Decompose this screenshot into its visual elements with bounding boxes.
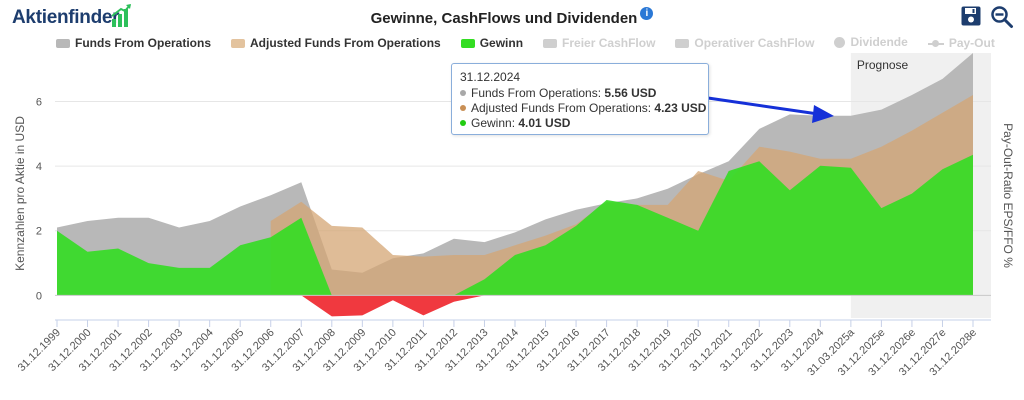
legend-item-operativer-cashflow[interactable]: Operativer CashFlow [675, 36, 814, 50]
logo-text[interactable]: Aktienfinder [12, 7, 120, 28]
legend-line-dot-icon [927, 39, 944, 48]
legend-item-pay-out[interactable]: Pay-Out [927, 36, 995, 50]
legend-circle-icon [834, 36, 846, 48]
tooltip-ffo-dot-icon [460, 90, 466, 96]
legend-label: Adjusted Funds From Operations [250, 36, 441, 50]
tooltip-row-gewinn: Gewinn: 4.01 USD [460, 116, 570, 130]
tooltip-gewinn-dot-icon [460, 120, 466, 126]
legend: Funds From Operations Adjusted Funds From… [56, 35, 1015, 51]
y-tick-label: 6 [36, 96, 42, 108]
y-tick-label: 4 [36, 161, 42, 173]
legend-swatch-icon [675, 38, 690, 48]
y-tick-label: 0 [36, 290, 42, 302]
legend-label: Dividende [850, 35, 908, 49]
tooltip-date: 31.12.2024 [460, 70, 521, 84]
tooltip: 31.12.2024 Funds From Operations: 5.56 U… [451, 63, 709, 135]
zoom-out-icon[interactable] [990, 5, 1014, 29]
legend-swatch-icon [231, 38, 246, 48]
tooltip-row-affo: Adjusted Funds From Operations: 4.23 USD [460, 101, 706, 115]
forecast-label: Prognose [857, 58, 909, 72]
y2-axis-title: Pay-Out-Ratio EPS/FFO % [1001, 123, 1015, 268]
annotation-arrow-line [707, 96, 819, 116]
legend-item-gewinn[interactable]: Gewinn [460, 36, 524, 50]
legend-label: Funds From Operations [75, 36, 212, 50]
legend-label: Pay-Out [948, 36, 995, 50]
legend-item-adjusted-funds-from-operations[interactable]: Adjusted Funds From Operations [231, 36, 441, 50]
annotation-arrow-head [812, 105, 834, 123]
tooltip-gewinn-label: Gewinn: [471, 116, 519, 130]
legend-label: Freier CashFlow [562, 36, 656, 50]
legend-swatch-icon [460, 38, 475, 48]
series-area-gewinn [57, 154, 973, 296]
legend-item-funds-from-operations[interactable]: Funds From Operations [56, 36, 211, 50]
legend-item-freier-cashflow[interactable]: Freier CashFlow [543, 36, 655, 50]
y-tick-label: 2 [36, 226, 42, 238]
tooltip-ffo-label: Funds From Operations: [471, 86, 605, 100]
legend-item-dividende[interactable]: Dividende [834, 35, 908, 49]
legend-label: Operativer CashFlow [694, 36, 815, 50]
tooltip-gewinn-value: 4.01 USD [518, 116, 571, 130]
y-axis-title: Kennzahlen pro Aktie in USD [13, 116, 27, 271]
legend-label: Gewinn [479, 36, 524, 50]
info-icon[interactable]: i [640, 7, 654, 20]
tooltip-affo-dot-icon [460, 105, 466, 111]
legend-swatch-icon [56, 38, 70, 48]
tooltip-affo-label: Adjusted Funds From Operations: [471, 101, 655, 115]
save-icon[interactable] [960, 5, 982, 27]
tooltip-ffo-value: 5.56 USD [604, 86, 657, 100]
legend-swatch-icon [543, 38, 558, 48]
series-area-gewinn-negative [57, 295, 973, 317]
tooltip-affo-value: 4.23 USD [654, 101, 707, 115]
logo-chart-icon [111, 4, 131, 27]
tooltip-row-ffo: Funds From Operations: 5.56 USD [460, 86, 656, 100]
